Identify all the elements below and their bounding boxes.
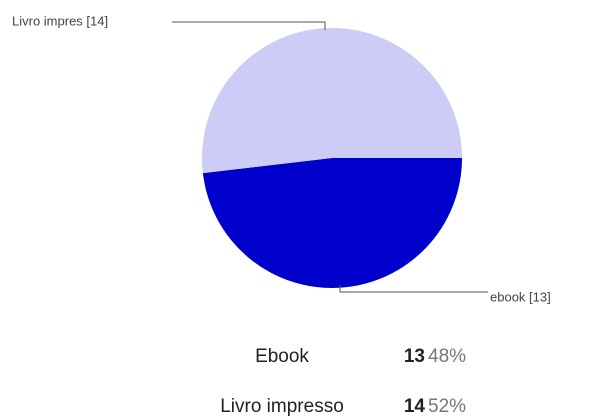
pie <box>202 27 462 288</box>
category-label: Ebook <box>255 346 309 367</box>
pie-slice <box>202 158 462 288</box>
percent: 52% <box>428 396 466 417</box>
count: 14 <box>404 396 426 417</box>
pie-slice <box>202 27 462 174</box>
leader-line <box>339 285 488 293</box>
percent: 48% <box>428 346 466 367</box>
category-label: Livro impresso <box>220 396 344 417</box>
slice-label: ebook [13] <box>490 289 551 304</box>
count: 13 <box>404 346 425 367</box>
leader-line <box>172 21 326 30</box>
slice-label: Livro impres [14] <box>12 13 108 28</box>
